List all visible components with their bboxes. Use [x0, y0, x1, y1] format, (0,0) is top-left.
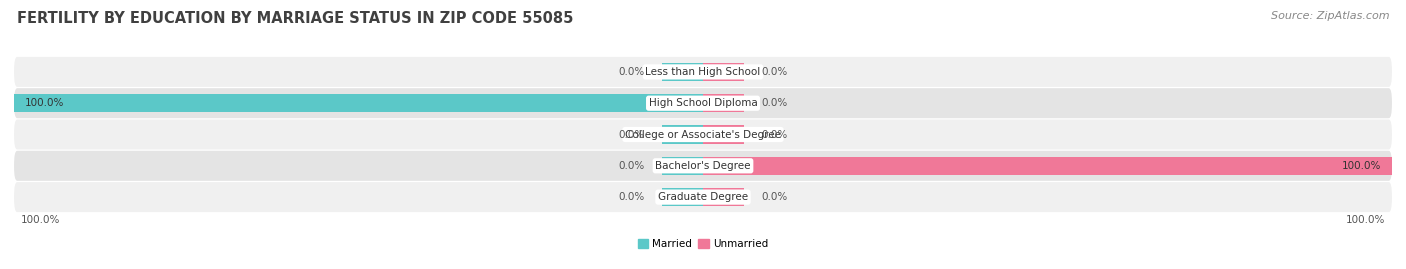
Text: Graduate Degree: Graduate Degree — [658, 192, 748, 202]
FancyBboxPatch shape — [14, 88, 1392, 118]
FancyBboxPatch shape — [14, 182, 1392, 212]
Bar — [662, 125, 703, 144]
Bar — [662, 188, 703, 206]
Text: 100.0%: 100.0% — [24, 98, 63, 108]
Text: 0.0%: 0.0% — [762, 192, 787, 202]
Text: 0.0%: 0.0% — [762, 67, 787, 77]
Bar — [703, 94, 744, 112]
Text: 0.0%: 0.0% — [762, 129, 787, 140]
Bar — [14, 94, 703, 112]
Text: Source: ZipAtlas.com: Source: ZipAtlas.com — [1271, 11, 1389, 21]
Text: 100.0%: 100.0% — [1346, 215, 1385, 225]
Text: 0.0%: 0.0% — [619, 161, 644, 171]
Text: 100.0%: 100.0% — [21, 215, 60, 225]
Text: Less than High School: Less than High School — [645, 67, 761, 77]
FancyBboxPatch shape — [14, 57, 1392, 87]
Text: College or Associate's Degree: College or Associate's Degree — [626, 129, 780, 140]
Bar — [703, 157, 1392, 175]
FancyBboxPatch shape — [14, 119, 1392, 150]
Bar — [662, 63, 703, 81]
Text: High School Diploma: High School Diploma — [648, 98, 758, 108]
Legend: Married, Unmarried: Married, Unmarried — [634, 235, 772, 253]
Bar — [703, 63, 744, 81]
Text: 0.0%: 0.0% — [619, 67, 644, 77]
Text: FERTILITY BY EDUCATION BY MARRIAGE STATUS IN ZIP CODE 55085: FERTILITY BY EDUCATION BY MARRIAGE STATU… — [17, 11, 574, 26]
Text: Bachelor's Degree: Bachelor's Degree — [655, 161, 751, 171]
Bar — [703, 125, 744, 144]
Bar — [703, 188, 744, 206]
Text: 0.0%: 0.0% — [619, 129, 644, 140]
Bar — [662, 157, 703, 175]
Text: 0.0%: 0.0% — [619, 192, 644, 202]
Text: 0.0%: 0.0% — [762, 98, 787, 108]
FancyBboxPatch shape — [14, 151, 1392, 181]
Text: 100.0%: 100.0% — [1343, 161, 1382, 171]
